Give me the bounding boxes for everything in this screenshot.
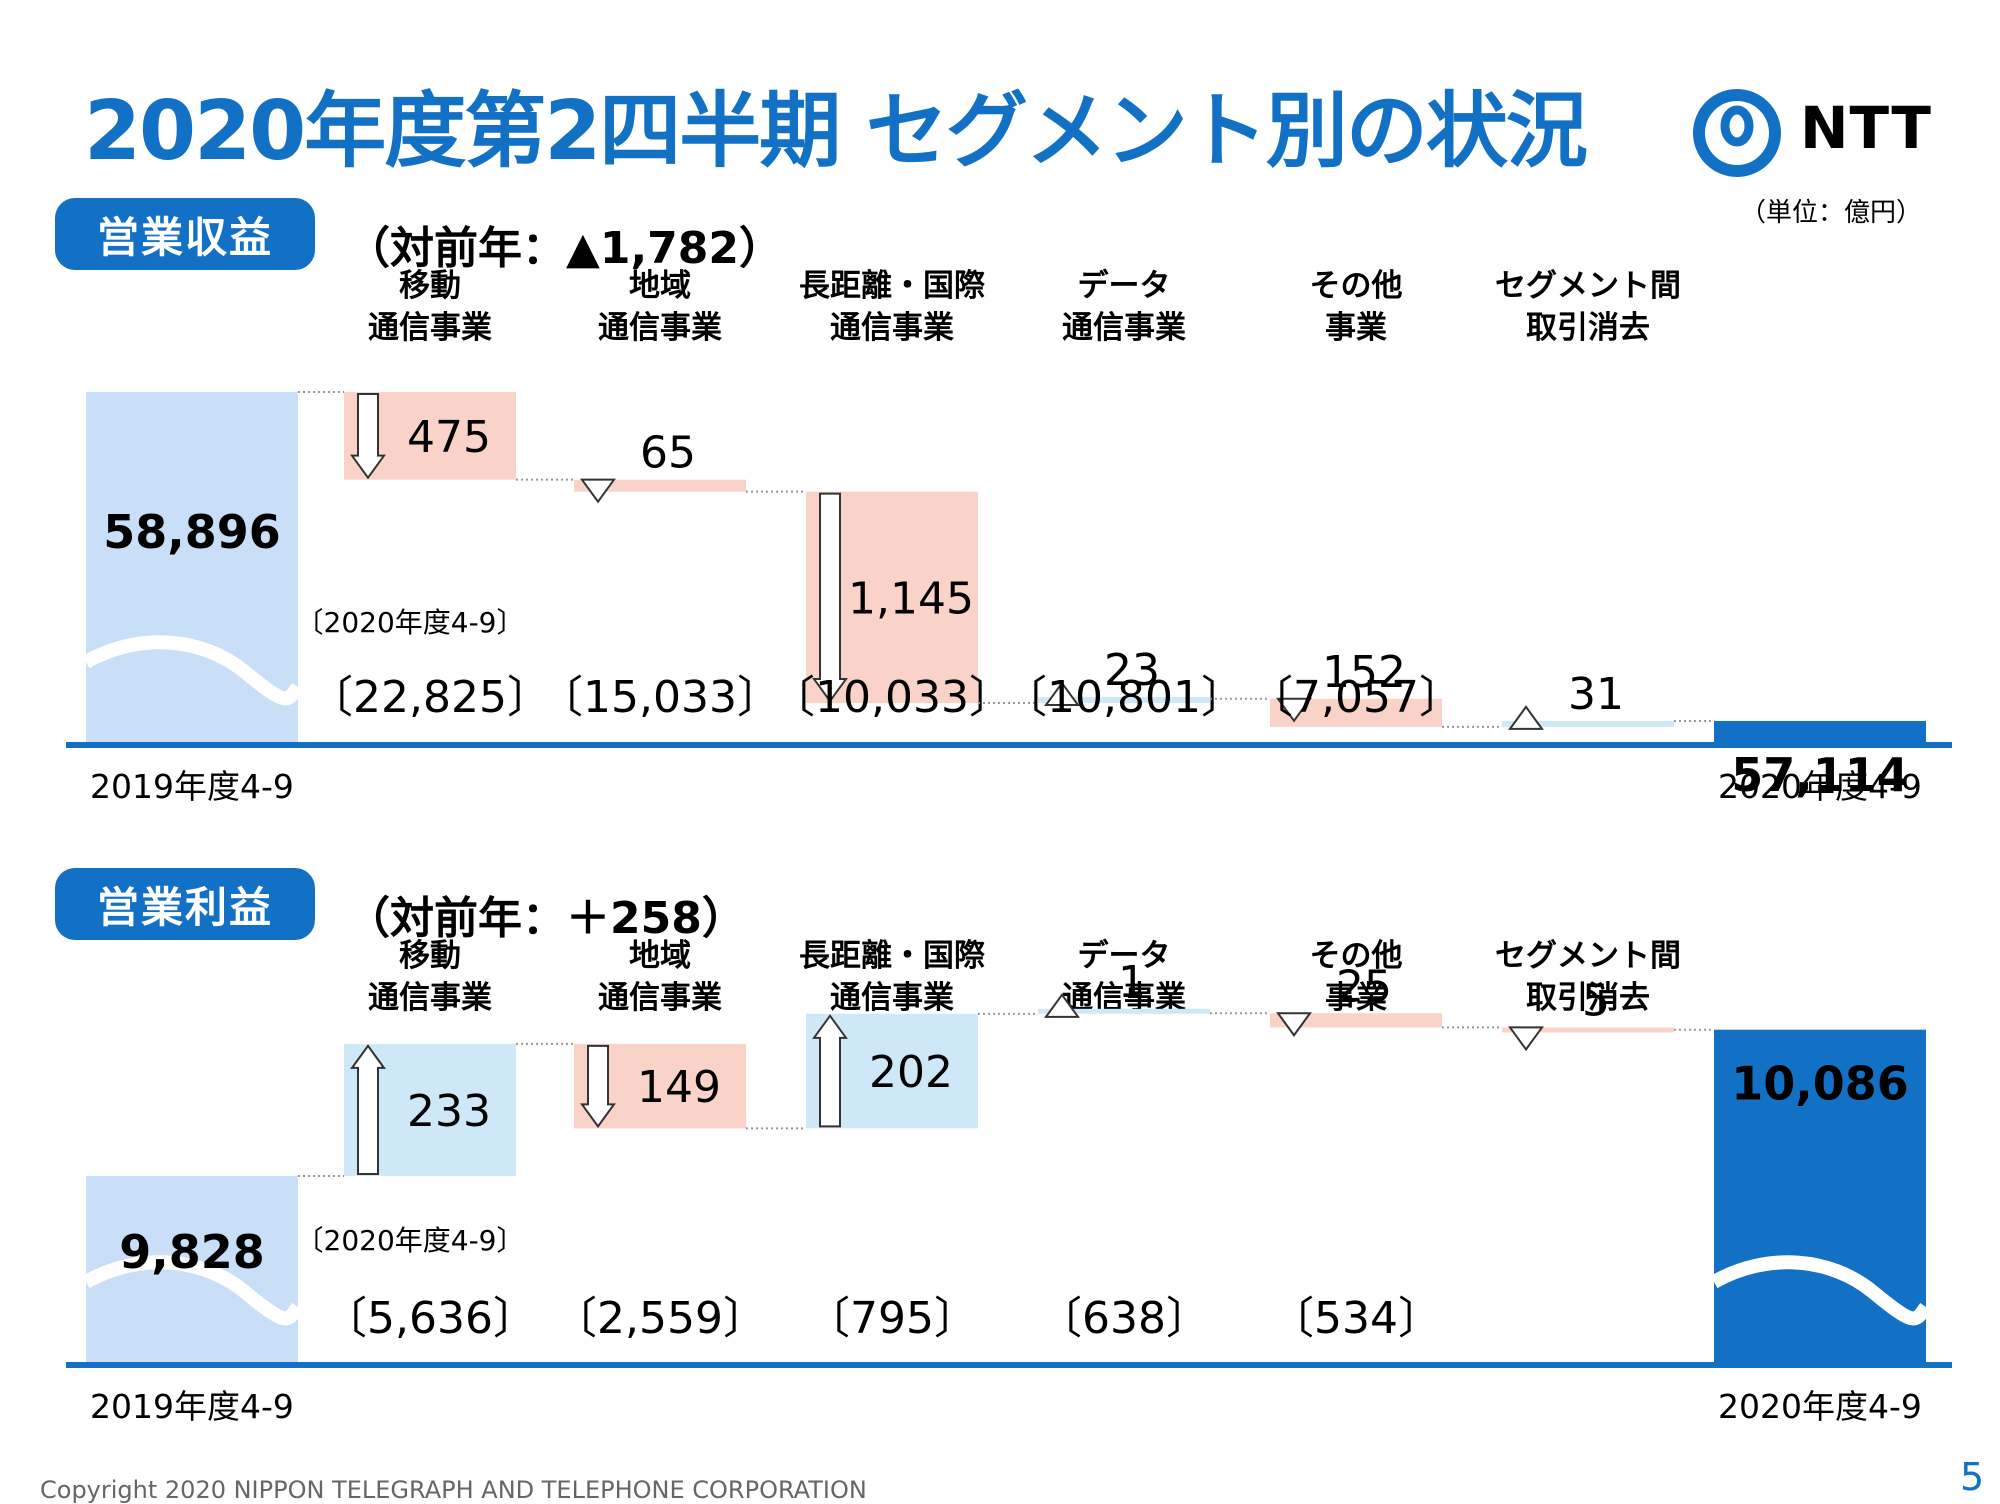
end-value-label: 10,086 [1731,1057,1909,1111]
page-title: 2020年度第2四半期 セグメント別の状況 [84,84,1588,179]
step-bar [1502,1027,1674,1033]
section-badge: 営業利益 [55,868,315,940]
category-label: 地域 [629,938,691,974]
logo-text: NTT [1800,94,1932,162]
axis-right-label: 2020年度4-9 [1718,1387,1922,1426]
down-arrow-icon [580,478,616,504]
step-value-label: 152 [1322,647,1406,698]
axis-left-label: 2019年度4-9 [90,1387,294,1426]
category-label: データ [1078,268,1171,304]
down-arrow-icon [1508,1026,1544,1052]
category-label: 通信事業 [830,310,954,346]
change-label: （対前年：＋258） [346,893,746,944]
category-label: 通信事業 [1062,310,1186,346]
chart-baseline [66,742,1952,748]
ntt-logo-mark-icon [1693,89,1781,177]
step-value-label: 233 [407,1086,491,1137]
section-badge: 営業収益 [55,198,315,270]
down-arrow-icon [580,1044,616,1129]
category-label: 通信事業 [830,980,954,1016]
page-number: 5 [1960,1455,1985,1499]
category-label: 通信事業 [598,980,722,1016]
end-value-label: 57,114 [1731,748,1909,802]
period-sub-label: 〔2020年度4-9〕 [296,606,525,639]
down-arrow-icon [812,492,848,703]
period-total-label: 〔10,033〕 [771,672,1013,723]
step-value-label: 5 [1582,975,1610,1026]
category-label: 事業 [1325,980,1387,1016]
chart-baseline [66,1362,1952,1368]
category-label: 移動 [399,938,461,974]
step-bar [1270,1013,1442,1028]
start-bar [82,392,304,742]
step-value-label: 1,145 [848,573,974,624]
axis-left-label: 2019年度4-9 [90,767,294,806]
down-arrow-icon [1276,697,1312,723]
category-label: その他 [1310,938,1403,974]
category-label: セグメント間 [1495,268,1681,304]
start-bar [82,1176,304,1362]
end-bar [1710,1029,1932,1362]
step-bar [574,479,746,492]
step-value-label: 23 [1104,645,1160,696]
category-label: 取引消去 [1526,980,1650,1016]
category-label: 事業 [1325,310,1387,346]
category-label: 取引消去 [1526,310,1650,346]
category-label: データ [1078,938,1171,974]
end-bar [1710,635,1932,742]
category-label: 通信事業 [368,310,492,346]
down-arrow-icon [350,393,386,480]
category-label: 通信事業 [598,310,722,346]
step-value-label: 202 [869,1047,953,1098]
category-label: 地域 [629,268,691,304]
up-arrow-icon [1044,993,1080,1018]
period-total-label: 〔5,636〕 [323,1293,537,1344]
up-arrow-icon [1044,681,1080,707]
period-total-label: 〔22,825〕 [309,672,551,723]
step-bar [1502,720,1674,727]
ntt-logo: NTT [1692,88,1992,178]
down-arrow-icon [1276,1012,1312,1037]
start-value-label: 58,896 [103,505,281,559]
category-label: 移動 [399,268,461,304]
up-arrow-icon [812,1014,848,1128]
step-value-label: 31 [1568,669,1624,720]
step-value-label: 25 [1336,961,1392,1012]
up-arrow-icon [1508,705,1544,730]
step-value-label: 65 [640,428,696,479]
step-bar [1038,697,1210,704]
period-sub-label: 〔2020年度4-9〕 [296,1224,525,1257]
category-label: 通信事業 [368,980,492,1016]
start-value-label: 9,828 [119,1225,265,1279]
period-total-label: 〔638〕 [1038,1293,1210,1344]
step-value-label: 149 [637,1062,721,1113]
period-total-label: 〔795〕 [806,1293,978,1344]
step-bar [1038,1008,1210,1014]
axis-right-label: 2020年度4-9 [1718,767,1922,806]
category-label: その他 [1310,268,1403,304]
period-total-label: 〔15,033〕 [539,672,781,723]
copyright-footer: Copyright 2020 NIPPON TELEGRAPH AND TELE… [40,1476,867,1504]
period-total-label: 〔2,559〕 [553,1293,767,1344]
category-label: 長距離・国際 [799,938,985,974]
change-label: （対前年：▲1,782） [346,223,784,274]
step-value-label: 1 [1118,957,1146,1008]
up-arrow-icon [350,1044,386,1175]
profit-section: 営業利益 （対前年：＋258） [0,0,2000,944]
period-total-label: 〔7,057〕 [1249,672,1463,723]
unit-label: （単位：億円） [1740,198,1923,228]
step-value-label: 475 [407,412,491,463]
period-total-label: 〔534〕 [1270,1293,1442,1344]
period-total-label: 〔10,801〕 [1003,672,1245,723]
category-label: セグメント間 [1495,938,1681,974]
category-label: 長距離・国際 [799,268,985,304]
revenue-section: 営業収益 （対前年：▲1,782） [0,0,2000,600]
